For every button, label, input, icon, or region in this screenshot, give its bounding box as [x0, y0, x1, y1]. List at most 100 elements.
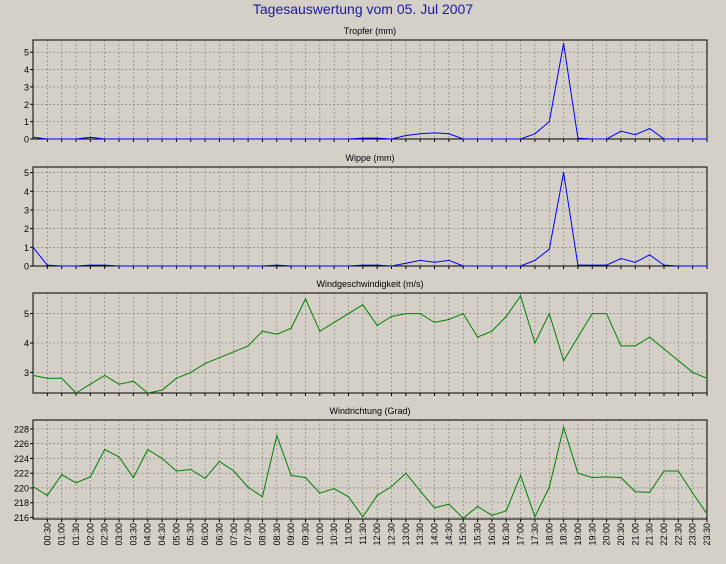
data-point: [304, 138, 307, 140]
series-line: [32, 294, 708, 394]
plot-frame: [32, 166, 708, 267]
data-point: [433, 507, 436, 509]
data-point: [462, 138, 464, 140]
data-point: [433, 261, 436, 263]
data-point: [347, 312, 350, 315]
data-point: [61, 265, 63, 267]
data-point: [376, 494, 378, 496]
data-point: [132, 265, 134, 267]
data-point: [233, 470, 235, 472]
data-point: [677, 470, 679, 472]
data-point: [147, 138, 149, 140]
data-point: [75, 482, 77, 484]
data-point: [519, 295, 522, 297]
panel-windgeschwindigkeit: Windgeschwindigkeit (m/s) 3 4 5: [24, 279, 708, 396]
x-tick-label: 15:00: [458, 523, 468, 546]
x-tick-label: 08:00: [257, 523, 267, 546]
x-tick-label: 11:00: [343, 523, 353, 545]
x-tick-label: 03:00: [114, 523, 124, 546]
data-point: [362, 516, 364, 518]
data-point: [677, 138, 679, 140]
x-tick-label: 20:00: [602, 523, 612, 546]
data-point: [376, 264, 378, 266]
data-point: [692, 492, 694, 494]
data-point: [562, 426, 565, 428]
x-tick-label: 17:00: [516, 523, 526, 546]
data-point: [218, 138, 221, 140]
y-tick-label: 1: [24, 243, 29, 253]
data-point: [505, 265, 507, 267]
x-tick-label: 06:00: [200, 523, 210, 546]
data-point: [634, 261, 636, 263]
x-tick-label: 07:30: [243, 523, 253, 546]
data-point: [419, 490, 421, 492]
data-point: [204, 138, 206, 140]
data-point: [147, 448, 149, 451]
y-tick-label: 3: [24, 82, 29, 92]
data-point: [89, 383, 91, 385]
data-point: [706, 513, 708, 515]
x-tick-label: 12:00: [372, 523, 382, 546]
y-tick-label: 1: [24, 117, 29, 127]
data-point: [104, 374, 106, 376]
data-point: [319, 330, 321, 332]
data-point: [190, 371, 192, 374]
data-point: [476, 138, 479, 140]
data-point: [175, 470, 178, 472]
data-point: [204, 477, 206, 479]
panel-wippe: Wippe (mm) 0 1 2 3 4 5: [24, 153, 708, 272]
data-point: [347, 496, 350, 498]
y-tick-label: 3: [24, 368, 29, 378]
data-point: [677, 360, 679, 362]
data-point: [577, 472, 579, 474]
data-point: [118, 138, 120, 140]
x-tick-label: 19:30: [587, 523, 597, 546]
data-point: [591, 312, 593, 315]
data-point: [362, 137, 364, 139]
data-point: [692, 371, 694, 374]
x-tick-label: 00:30: [42, 523, 52, 546]
data-point: [448, 133, 450, 135]
y-tick-label: 226: [14, 439, 29, 449]
data-point: [204, 265, 206, 267]
data-point: [634, 491, 636, 493]
y-tick-label: 4: [24, 339, 29, 349]
data-point: [147, 392, 149, 394]
y-tick-label: 224: [14, 454, 29, 464]
data-point: [333, 488, 335, 490]
x-tick-label: 09:00: [286, 523, 296, 546]
data-point: [620, 257, 622, 260]
data-point: [89, 476, 91, 478]
data-point: [519, 138, 522, 140]
data-point: [233, 265, 235, 267]
series-line: [32, 172, 707, 267]
data-point: [276, 138, 278, 140]
data-point: [304, 265, 307, 267]
data-point: [362, 264, 364, 266]
data-point: [548, 486, 550, 488]
x-tick-label: 16:30: [501, 523, 511, 546]
y-tick-label: 2: [24, 224, 29, 234]
x-tick-label: 17:30: [530, 523, 540, 546]
x-axis-tick-labels: 00:30 01:00 01:30 02:00 02:30 03:00 03:30 04:00…: [42, 523, 712, 546]
data-point: [204, 362, 206, 365]
data-point: [677, 265, 679, 267]
x-tick-label: 15:30: [473, 523, 483, 546]
data-point: [534, 516, 536, 518]
data-point: [491, 514, 493, 516]
data-point: [491, 138, 493, 140]
data-point: [290, 327, 292, 329]
data-point: [706, 138, 708, 140]
data-point: [118, 456, 120, 458]
data-point: [46, 264, 48, 266]
data-point: [620, 345, 622, 347]
data-point: [448, 503, 450, 505]
x-tick-label: 22:30: [673, 523, 683, 546]
data-point: [175, 265, 178, 267]
y-tick-label: 218: [14, 498, 29, 508]
x-tick-label: 11:30: [358, 523, 368, 545]
data-point: [132, 138, 134, 140]
data-point: [89, 136, 91, 138]
data-point: [419, 312, 421, 315]
data-point: [692, 138, 694, 140]
